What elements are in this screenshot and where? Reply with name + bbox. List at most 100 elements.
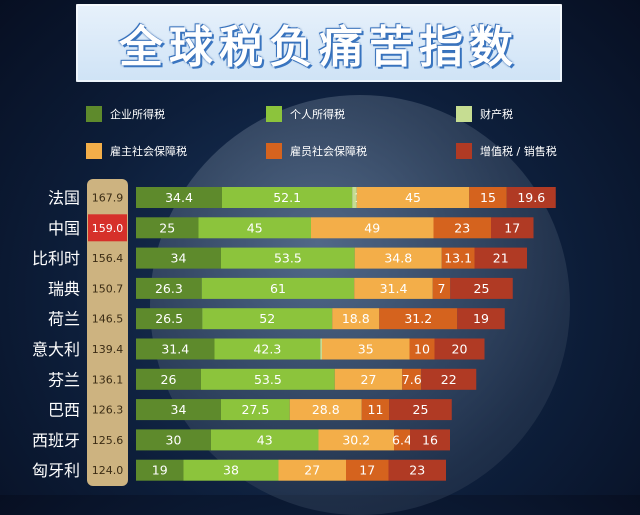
data-label: 15 [480, 190, 496, 205]
data-label: 26.5 [155, 311, 183, 326]
legend-label: 雇员社会保障税 [290, 145, 367, 158]
bar-segment-employer [289, 399, 362, 421]
title-banner: 全球税负痛苦指数 [76, 4, 562, 82]
data-label: 25 [159, 220, 175, 235]
data-label: 10 [414, 342, 430, 357]
bar-segment-employee [379, 308, 458, 330]
total-label: 125.6 [92, 434, 124, 447]
data-label: 17 [359, 463, 375, 478]
data-label: 42.3 [253, 342, 281, 357]
bar-segment-vat [506, 187, 556, 208]
bar-segment-corporate [136, 459, 184, 481]
data-label: 18.8 [342, 311, 370, 326]
legend-item-vat: 增值税 / 销售税 [456, 143, 557, 159]
legend-swatch-employer [86, 143, 102, 159]
bar-segment-corporate [136, 277, 202, 299]
data-label: 45 [405, 190, 421, 205]
data-label: 27.5 [241, 402, 269, 417]
data-label: 25 [413, 402, 429, 417]
data-label: 7 [438, 281, 446, 296]
legend-item-employee: 雇员社会保障税 [266, 143, 367, 159]
bar-segment-employee [441, 247, 475, 269]
category-label: 意大利 [32, 340, 80, 359]
legend-item-property: 财产税 [456, 106, 513, 122]
bar-segment-employee [346, 459, 389, 481]
bar-segment-employee [409, 338, 435, 360]
data-label: 19 [152, 463, 168, 478]
bar-segment-employer [311, 217, 434, 239]
data-label: 13.1 [444, 251, 472, 266]
bar-segment-personal [201, 368, 335, 390]
stacked-bar-chart: 法国167.934.452.11.8451519.6中国159.02545492… [32, 179, 556, 486]
bar-segment-vat [450, 277, 513, 299]
bar-segment-employer [354, 277, 433, 299]
legend-swatch-vat [456, 143, 472, 159]
data-label: 19 [473, 311, 489, 326]
total-label: 156.4 [92, 252, 124, 265]
legend-swatch-personal [266, 106, 282, 122]
bar-segment-corporate [136, 368, 201, 390]
bar-segment-employer [278, 459, 346, 481]
category-label: 瑞典 [48, 279, 80, 298]
bar-segment-employer [334, 368, 403, 390]
legend-label: 企业所得税 [110, 108, 165, 121]
data-label: 23 [454, 220, 470, 235]
bar-segment-employer [318, 429, 394, 451]
data-label: 16 [422, 432, 438, 447]
data-label: 35 [358, 342, 374, 357]
bar-segment-personal [221, 399, 290, 421]
bar-segment-vat [474, 247, 527, 269]
bar-segment-employee [432, 277, 451, 299]
legend-label: 增值税 / 销售税 [480, 145, 557, 158]
bar-segment-personal [221, 247, 355, 269]
data-label: 28.8 [312, 402, 340, 417]
bar-segment-employee [433, 217, 491, 239]
bar-segment-employee [394, 429, 410, 451]
data-label: 38 [223, 463, 239, 478]
data-label: 19.6 [517, 190, 545, 205]
bar-segment-personal [201, 277, 355, 299]
bar-segment-property [320, 338, 322, 360]
bar-segment-corporate [136, 338, 215, 360]
data-label: 22 [441, 372, 457, 387]
legend-item-corporate: 企业所得税 [86, 106, 165, 122]
legend-swatch-property [456, 106, 472, 122]
legend-label: 财产税 [480, 108, 513, 121]
bar-segment-corporate [136, 429, 211, 451]
category-label: 西班牙 [32, 431, 80, 450]
category-label: 法国 [48, 189, 80, 208]
data-label: 52 [259, 311, 275, 326]
category-label: 巴西 [48, 401, 80, 420]
bar-segment-corporate [136, 217, 199, 239]
data-label: 26 [161, 372, 177, 387]
total-label: 146.5 [92, 313, 124, 326]
data-label: 20 [452, 342, 468, 357]
data-label: 30 [166, 432, 182, 447]
bar-segment-vat [410, 429, 450, 451]
data-label: 6.4 [392, 432, 412, 447]
bar-segment-personal [198, 217, 311, 239]
bar-segment-personal [183, 459, 279, 481]
category-label: 匈牙利 [32, 461, 80, 480]
legend-label: 雇主社会保障税 [110, 145, 187, 158]
category-label: 荷兰 [48, 310, 80, 329]
total-highlight [88, 214, 127, 242]
total-label: 139.4 [92, 343, 124, 356]
bar-segment-employee [402, 368, 422, 390]
total-label: 136.1 [92, 373, 124, 386]
bar-segment-property [352, 187, 357, 208]
total-label: 126.3 [92, 404, 124, 417]
bar-segment-vat [388, 459, 446, 481]
data-label: 31.4 [161, 342, 189, 357]
category-label: 中国 [48, 219, 80, 238]
bar-segment-corporate [136, 308, 203, 330]
data-label: 52.1 [273, 190, 301, 205]
data-label: 34.8 [384, 251, 412, 266]
category-label: 比利时 [32, 249, 80, 268]
data-label: 45 [247, 220, 263, 235]
bar-segment-vat [434, 338, 485, 360]
data-label: 17 [504, 220, 520, 235]
bar-segment-employer [332, 308, 380, 330]
bar-segment-personal [214, 338, 321, 360]
totals-column [87, 179, 128, 486]
